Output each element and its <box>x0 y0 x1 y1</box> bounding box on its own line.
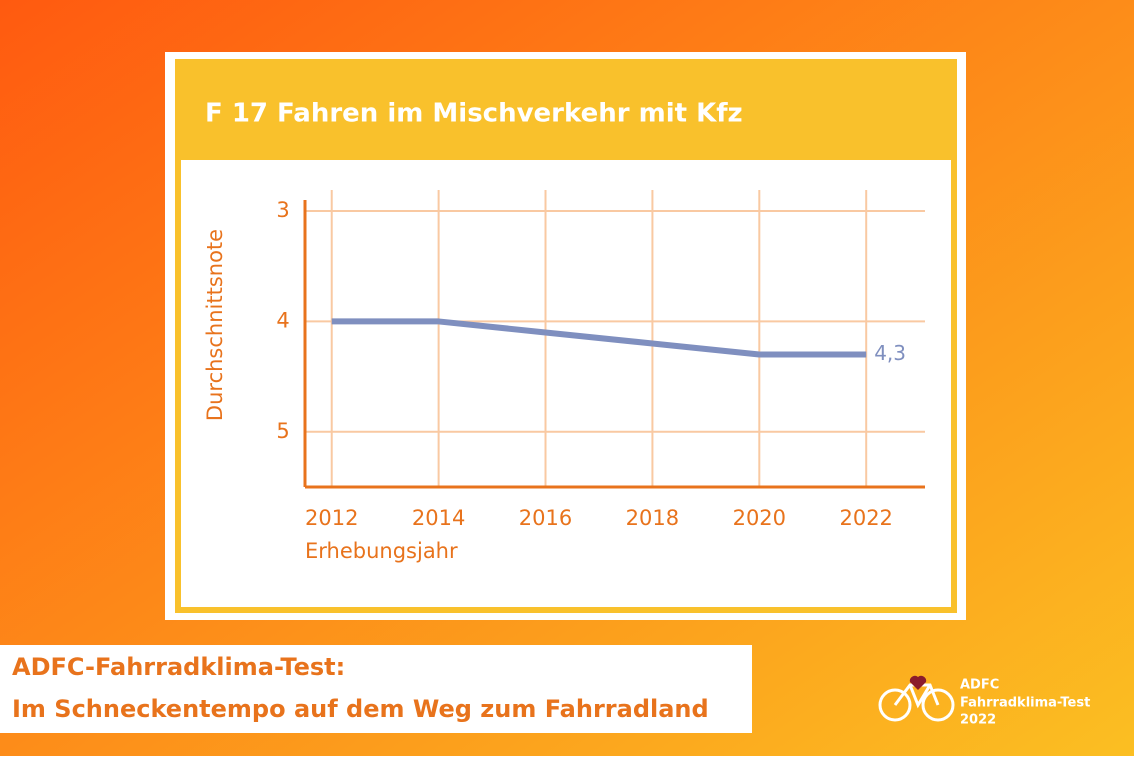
logo-text: ADFC <box>960 678 999 693</box>
y-axis-label: Durchschnittsnote <box>203 229 227 421</box>
plot: 3 4 5 2012 2014 2016 2018 2020 2022 4,3 <box>276 190 925 530</box>
x-tick-label: 2022 <box>839 506 892 530</box>
x-tick-label: 2012 <box>305 506 358 530</box>
chart-title: F 17 Fahren im Mischverkehr mit Kfz <box>205 99 743 129</box>
x-tick-label: 2014 <box>412 506 465 530</box>
x-axis-label: Erhebungsjahr <box>305 539 458 563</box>
logo-text: 2022 <box>960 713 996 728</box>
value-label: 4,3 <box>874 341 906 365</box>
x-tick-label: 2020 <box>733 506 786 530</box>
y-tick-label: 5 <box>276 419 289 443</box>
caption-line: ADFC-Fahrradklima-Test: <box>12 653 345 681</box>
logo-text: Fahrradklima-Test <box>960 696 1090 711</box>
logo-icon <box>878 675 955 722</box>
caption-box <box>0 645 752 733</box>
caption-line: Im Schneckentempo auf dem Weg zum Fahrra… <box>12 695 709 723</box>
x-tick-label: 2016 <box>519 506 572 530</box>
data-line <box>331 318 867 358</box>
x-tick-label: 2018 <box>626 506 679 530</box>
title-band <box>178 62 954 160</box>
y-tick-label: 4 <box>276 308 289 332</box>
y-tick-label: 3 <box>276 198 289 222</box>
